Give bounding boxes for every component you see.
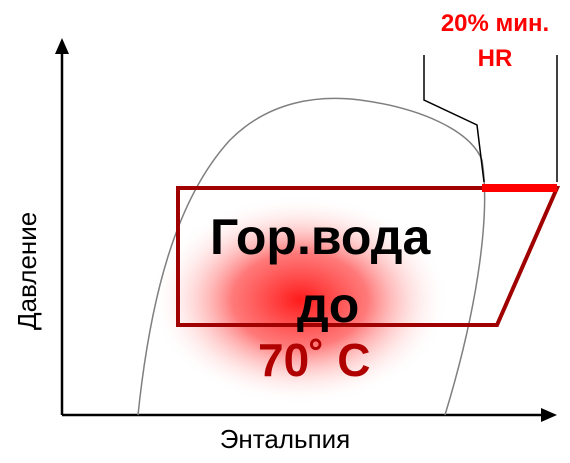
annotation-line-1: 20% мин.: [440, 10, 550, 37]
hot-water-label: Гор.вода: [210, 209, 431, 265]
y-axis-arrow-icon: [55, 38, 69, 54]
x-axis-label: Энтальпия: [219, 424, 351, 454]
saturation-dome: [137, 97, 486, 416]
annotation-line-2: HR: [477, 45, 513, 72]
y-axis-label: Давление: [12, 211, 42, 330]
cycle-outline: [176, 186, 561, 327]
annotation-bracket-left: [423, 55, 485, 183]
x-axis-arrow-icon: [541, 408, 557, 422]
hot-water-to-label: до: [297, 277, 360, 333]
heat-glow: [150, 195, 450, 405]
temperature-label: 70˚ C: [258, 334, 371, 386]
